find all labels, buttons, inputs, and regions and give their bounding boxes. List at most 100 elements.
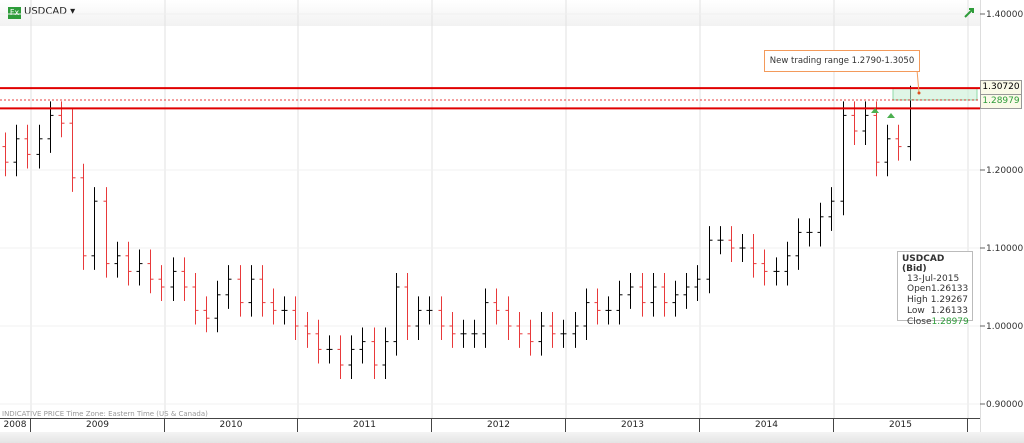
tooltip-title: USDCAD (Bid) — [902, 254, 945, 274]
ohlc-bar — [292, 296, 299, 341]
tooltip-label: Open — [907, 284, 932, 294]
trend-arrow-icon — [964, 8, 974, 18]
ohlc-bar — [505, 296, 512, 341]
ohlc-bar — [47, 101, 54, 153]
ohlc-bar — [136, 249, 143, 286]
ohlc-bar — [750, 233, 757, 278]
ohlc-bar — [806, 218, 813, 247]
tooltip-label: High — [907, 295, 928, 305]
ohlc-bar — [326, 335, 333, 364]
ohlc-bar — [337, 335, 344, 380]
ohlc-bar — [304, 311, 311, 348]
ohlc-bar — [560, 319, 567, 348]
ohlc-bar — [840, 101, 847, 216]
tooltip-date: 13-Jul-2015 — [907, 274, 960, 284]
up-triangle-icon — [887, 113, 895, 118]
fx-badge-icon: Fx — [8, 7, 21, 19]
ohlc-bar — [170, 257, 177, 302]
ohlc-bar — [661, 272, 668, 317]
ohlc-bar — [572, 311, 579, 348]
ohlc-bar — [471, 319, 478, 348]
price-tick-label: 0.90000 — [986, 400, 1023, 410]
ohlc-bar — [158, 265, 165, 302]
ohlc-bar — [527, 319, 534, 356]
ohlc-bar — [784, 241, 791, 286]
ohlc-bar — [828, 187, 835, 231]
ohlc-bar — [36, 124, 43, 169]
ohlc-bar — [594, 288, 601, 325]
ohlc-bar — [605, 296, 612, 325]
ohlc-bar — [482, 288, 489, 348]
ohlc-bar — [706, 226, 713, 294]
ohlc-bar — [281, 296, 288, 325]
year-label: 2012 — [432, 419, 566, 432]
ohlc-bar — [817, 202, 824, 247]
ohlc-bar — [114, 241, 121, 278]
ohlc-bar — [516, 311, 523, 348]
ohlc-bar — [415, 296, 422, 341]
ohlc-bar — [214, 280, 221, 333]
year-label: 2015 — [834, 419, 968, 432]
year-label: 2010 — [165, 419, 298, 432]
ohlc-bar — [248, 265, 255, 317]
chart-header — [0, 0, 1024, 26]
ohlc-bar — [80, 163, 87, 270]
ohlc-bar — [371, 327, 378, 380]
tooltip-value: 1.26133 — [930, 306, 968, 316]
ohlc-tooltip: USDCAD (Bid) 13-Jul-2015 Open 1.26133 Hig… — [897, 251, 973, 327]
ohlc-bar — [627, 272, 634, 309]
ohlc-bar — [438, 296, 445, 341]
ohlc-bar — [393, 272, 400, 356]
ohlc-bar — [884, 124, 891, 177]
ohlc-bar — [895, 124, 902, 161]
ohlc-bar — [493, 288, 500, 325]
ohlc-bar — [404, 272, 411, 341]
price-tag-current: 1.28979 — [980, 94, 1022, 109]
ohlc-bar — [717, 226, 724, 255]
ohlc-bar — [13, 124, 20, 177]
ohlc-bar — [728, 226, 735, 263]
ohlc-bar — [795, 218, 802, 270]
price-axis — [980, 0, 1024, 432]
ohlc-bar — [225, 265, 232, 309]
ohlc-bar — [2, 132, 9, 177]
ohlc-bar — [449, 311, 456, 348]
range-box — [892, 87, 978, 101]
ohlc-bar — [147, 249, 154, 294]
ohlc-bar — [181, 257, 188, 302]
ohlc-bar — [69, 109, 76, 192]
ohlc-bar — [773, 257, 780, 286]
year-label: 2014 — [700, 419, 834, 432]
ohlc-bar — [650, 272, 657, 317]
ohlc-bar — [237, 265, 244, 317]
price-tick-label: 1.10000 — [986, 244, 1023, 254]
ohlc-bar — [103, 187, 110, 278]
price-tick-label: 1.40000 — [986, 10, 1023, 20]
ohlc-bar — [348, 335, 355, 380]
ohlc-bar — [203, 296, 210, 333]
ohlc-bar — [270, 288, 277, 325]
scroll-bar[interactable] — [0, 432, 1024, 443]
ohlc-bar — [761, 249, 768, 286]
ohlc-bar — [192, 272, 199, 325]
ohlc-bar — [694, 265, 701, 302]
callout-dot — [917, 91, 921, 95]
tooltip-value: 1.28979 — [931, 317, 969, 327]
year-label: 2008 — [0, 419, 31, 432]
ohlc-bar — [460, 319, 467, 348]
year-label: 2009 — [31, 419, 165, 432]
ohlc-bar — [315, 319, 322, 364]
price-chart[interactable]: 1.40000 1.20000 1.10000 1.00000 0.90000 — [0, 0, 1024, 432]
price-tag-upper: 1.30720 — [980, 80, 1022, 95]
ohlc-bar — [24, 124, 31, 169]
ohlc-bar — [259, 265, 266, 317]
ohlc-bar — [58, 101, 65, 138]
symbol-label: USDCAD — [24, 6, 67, 17]
ohlc-bar — [382, 327, 389, 380]
tooltip-label: Low — [907, 306, 925, 316]
ohlc-bar — [583, 288, 590, 341]
tooltip-value: 1.29267 — [930, 295, 968, 305]
symbol-selector[interactable]: USDCAD ▾ — [24, 6, 75, 17]
callout-pointer — [916, 69, 920, 94]
ohlc-bar — [91, 187, 98, 270]
